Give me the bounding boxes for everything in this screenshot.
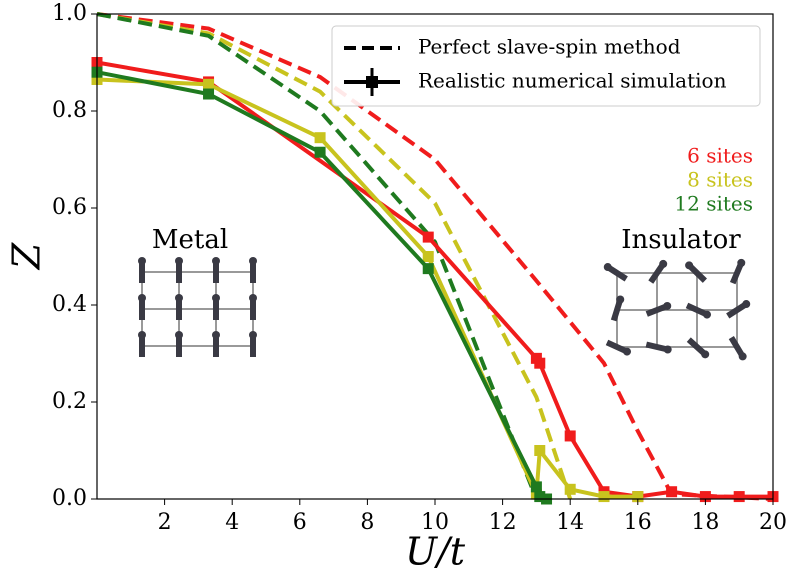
spin-head — [175, 331, 183, 339]
marker — [598, 491, 610, 503]
spin-head — [175, 294, 183, 302]
spin-head — [249, 331, 257, 339]
spin-head — [738, 352, 747, 361]
marker — [422, 231, 434, 243]
legend-label: Realistic numerical simulation — [418, 69, 727, 93]
marker — [534, 445, 546, 456]
spin-head — [603, 263, 612, 272]
group-label: 12 sites — [674, 192, 753, 216]
spin-head — [138, 257, 146, 265]
legend-label: Perfect slave-spin method — [418, 35, 681, 59]
spin-head — [663, 302, 672, 311]
y-tick-label: 0.2 — [52, 389, 87, 414]
y-tick-label: 0.8 — [52, 98, 87, 123]
spin-head — [212, 331, 220, 339]
spin-head — [703, 310, 712, 319]
spin-head — [659, 259, 668, 268]
marker — [632, 491, 644, 503]
marker — [666, 486, 678, 498]
spin-head — [701, 350, 710, 359]
x-axis-label: U/t — [405, 530, 466, 574]
spin-head — [175, 257, 183, 265]
marker — [530, 481, 542, 493]
x-tick-label: 12 — [489, 510, 517, 535]
marker — [534, 357, 546, 369]
marker — [422, 251, 434, 262]
plot-area — [91, 12, 779, 505]
group-label: 6 sites — [687, 144, 753, 168]
spin-head — [737, 258, 746, 267]
spin-head — [249, 257, 257, 265]
marker — [534, 491, 546, 503]
spin-head — [616, 295, 625, 304]
marker — [564, 430, 576, 442]
spin-head — [249, 294, 257, 302]
marker — [314, 146, 326, 158]
x-tick-label: 14 — [556, 510, 584, 535]
x-tick-label: 2 — [158, 510, 172, 535]
spin-head — [742, 300, 751, 309]
annotation: Insulator — [621, 225, 741, 255]
lattice-icons — [138, 257, 751, 361]
marker — [422, 263, 434, 275]
x-tick-label: 4 — [225, 510, 239, 535]
y-axis-label: Z — [5, 242, 49, 270]
annotation: Metal — [152, 225, 228, 255]
dashed-line — [96, 12, 774, 501]
y-tick-label: 0.6 — [52, 195, 87, 220]
spin-head — [663, 345, 672, 354]
y-tick-label: 0.4 — [52, 292, 87, 317]
marker — [203, 88, 215, 100]
legend-box — [331, 25, 761, 107]
spin-head — [138, 331, 146, 339]
x-tick-label: 18 — [691, 510, 719, 535]
x-tick-label: 8 — [360, 510, 374, 535]
marker — [314, 132, 326, 144]
spin-head — [212, 294, 220, 302]
x-tick-label: 20 — [759, 510, 787, 535]
marker — [699, 491, 711, 503]
spin-head — [138, 294, 146, 302]
spin-head — [685, 261, 694, 270]
y-tick-label: 0.0 — [52, 486, 87, 511]
marker — [564, 483, 576, 495]
y-tick-label: 1.0 — [52, 1, 87, 26]
legend: Perfect slave-spin method Realistic numer… — [331, 25, 761, 107]
marker — [733, 491, 745, 503]
dashed-line — [96, 12, 539, 500]
x-tick-label: 6 — [293, 510, 307, 535]
marker — [203, 78, 215, 90]
spin-head — [623, 347, 632, 356]
group-label: 8 sites — [687, 168, 753, 192]
x-tick-label: 10 — [421, 510, 449, 535]
solid-line — [96, 60, 773, 499]
spin-head — [212, 257, 220, 265]
x-tick-label: 16 — [624, 510, 652, 535]
